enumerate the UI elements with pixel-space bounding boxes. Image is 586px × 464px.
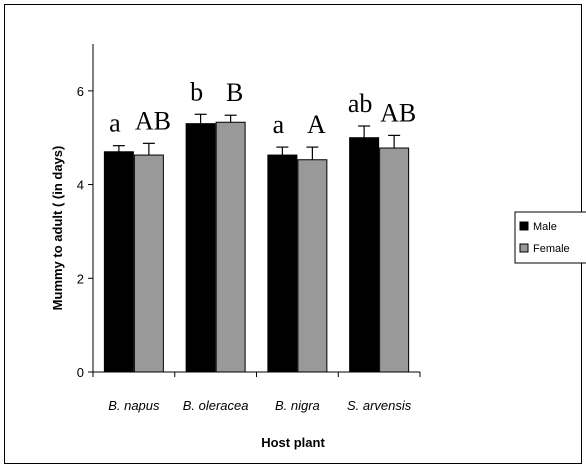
- bar-male: [103, 151, 134, 373]
- x-tick-label: B. oleracea: [183, 398, 249, 413]
- x-tick-label: B. napus: [108, 398, 160, 413]
- significance-label-male: a: [273, 110, 285, 139]
- bar-female: [133, 154, 164, 373]
- bar-male: [349, 137, 380, 373]
- significance-label-female: B: [226, 78, 243, 107]
- significance-label-male: b: [190, 77, 203, 106]
- x-tick-label: B. nigra: [275, 398, 320, 413]
- y-tick-label: 0: [77, 365, 84, 380]
- x-tick-label: S. arvensis: [347, 398, 412, 413]
- significance-label-female: AB: [380, 98, 416, 127]
- legend-box: [514, 211, 586, 264]
- bar-female: [297, 159, 328, 373]
- legend-label-female: Female: [533, 243, 570, 255]
- significance-label-male: a: [109, 109, 121, 138]
- legend-swatch-female: [519, 243, 529, 253]
- significance-label-male: ab: [348, 89, 373, 118]
- bar-female: [215, 121, 246, 373]
- y-tick-label: 2: [77, 271, 84, 286]
- legend-swatch-male: [519, 221, 529, 231]
- bar-male: [185, 123, 216, 373]
- y-tick-label: 6: [77, 84, 84, 99]
- bar-female: [379, 147, 410, 373]
- legend: Male Female: [514, 211, 586, 264]
- significance-label-female: AB: [135, 106, 171, 135]
- significance-label-female: A: [307, 110, 326, 139]
- y-tick-label: 4: [77, 178, 84, 193]
- bar-male: [267, 154, 298, 373]
- legend-label-male: Male: [533, 221, 557, 233]
- x-axis-title: Host plant: [261, 435, 325, 450]
- y-axis-title: Mummy to adult ( (in days): [50, 146, 65, 311]
